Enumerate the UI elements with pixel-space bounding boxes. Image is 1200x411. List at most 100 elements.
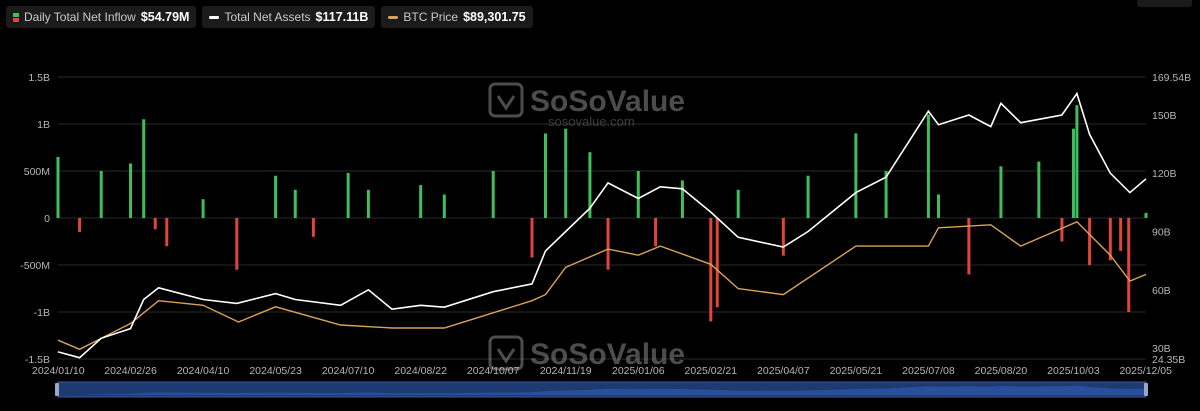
legend-item-inflow[interactable]: Daily Total Net Inflow $54.79M [6, 6, 197, 28]
inflow-bar [884, 171, 888, 218]
btc-price-line [57, 220, 1147, 351]
inflow-bar [1075, 105, 1079, 218]
x-tick: 2024/02/26 [104, 365, 157, 377]
series-lines [57, 91, 1147, 359]
legend-inflow-label: Daily Total Net Inflow [24, 10, 136, 24]
inflow-bar [165, 218, 169, 247]
inflow-bar [201, 199, 205, 218]
inflow-bar [442, 194, 446, 218]
legend-inflow-value: $54.79M [140, 10, 190, 24]
inflow-bar [153, 218, 157, 230]
legend-btc-label: BTC Price [403, 10, 459, 24]
inflow-bar [274, 175, 278, 218]
y-left-tick: 1.5B [28, 72, 50, 84]
logo-icon [488, 82, 524, 118]
inflow-bar [1127, 218, 1131, 312]
watermark-name: SoSoValue [530, 338, 685, 371]
inflow-bar [709, 218, 713, 322]
legend-item-assets[interactable]: Total Net Assets $117.11B [202, 6, 376, 28]
inflow-bar [680, 180, 684, 218]
legend-item-btc[interactable]: BTC Price $89,301.75 [381, 6, 533, 28]
inflow-bar [854, 133, 858, 218]
y-right-tick: 90B [1152, 226, 1171, 238]
inflow-bar [654, 218, 658, 247]
inflow-bar [636, 171, 640, 218]
x-tick: 2025/05/21 [830, 365, 883, 377]
y-right-tick: 169.54B [1152, 72, 1191, 84]
inflow-bar [736, 189, 740, 218]
y-left-tick: -1.5B [25, 354, 50, 366]
inflow-bar [588, 152, 592, 218]
inflow-bar [543, 133, 547, 218]
watermark-url: sosovalue.com [548, 114, 635, 129]
x-tick: 2025/07/08 [902, 365, 955, 377]
bar-swatch-icon [13, 12, 19, 22]
y-right-tick: 150B [1152, 110, 1177, 122]
y-left-tick: 500M [24, 166, 50, 178]
x-tick: 2025/04/07 [757, 365, 810, 377]
inflow-bar [99, 171, 103, 218]
x-tick: 2025/12/05 [1119, 365, 1172, 377]
inflow-bar [366, 189, 370, 218]
inflow-bar [56, 156, 60, 218]
inflow-bar [967, 218, 971, 275]
navigator-sparkline [58, 385, 1146, 395]
inflow-bar [1144, 212, 1148, 218]
gridlines [58, 76, 1146, 360]
x-tick: 2025/01/06 [612, 365, 665, 377]
inflow-bar [1108, 218, 1112, 261]
legend-assets-label: Total Net Assets [224, 10, 311, 24]
x-tick: 2025/02/21 [685, 365, 738, 377]
net-assets-line [57, 91, 1147, 359]
inflow-bar [346, 172, 350, 218]
inflow-bar [129, 163, 133, 218]
navigator-handle-left[interactable] [55, 383, 59, 396]
inflow-bar [999, 166, 1003, 218]
inflow-bar [564, 128, 568, 218]
inflow-bar [491, 171, 495, 218]
inflow-bar [142, 119, 146, 218]
inflow-bar [78, 218, 82, 233]
x-tick: 2024/05/23 [249, 365, 302, 377]
line-swatch-icon [209, 15, 220, 19]
inflow-bar [806, 175, 810, 218]
x-tick: 2024/10/07 [467, 365, 520, 377]
inflow-bar [1060, 218, 1064, 242]
inflow-bar [1088, 218, 1092, 265]
y-left-tick: 0 [44, 213, 50, 225]
inflow-bar [419, 185, 423, 218]
inflow-bar [293, 189, 297, 218]
inflow-bar [606, 218, 610, 270]
y-right-tick: 30B [1152, 343, 1171, 355]
navigator-handle-right[interactable] [1144, 383, 1148, 396]
x-tick: 2024/04/10 [177, 365, 230, 377]
x-tick: 2025/08/20 [975, 365, 1028, 377]
inflow-bar [1037, 161, 1041, 218]
x-tick: 2024/11/19 [540, 365, 592, 377]
watermark-logo: SoSoValue [488, 335, 685, 371]
legend-btc-value: $89,301.75 [463, 10, 526, 24]
y-right-tick: 120B [1152, 168, 1177, 180]
x-tick: 2025/10/03 [1047, 365, 1100, 377]
inflow-bar [926, 114, 930, 218]
legend: Daily Total Net Inflow $54.79M Total Net… [6, 6, 533, 28]
inflow-bar [1119, 218, 1123, 251]
inflow-bar [235, 218, 239, 270]
y-right-tick: 60B [1152, 285, 1171, 297]
inflow-bar [937, 194, 941, 218]
logo-icon [488, 335, 524, 371]
watermark-name: SoSoValue [530, 85, 685, 118]
inflow-bar [715, 218, 719, 308]
y-right-tick: 24.35B [1152, 354, 1185, 366]
top-right-control[interactable] [1137, 0, 1192, 7]
x-tick: 2024/01/10 [32, 365, 85, 377]
inflow-bars [56, 105, 1148, 322]
x-tick: 2024/08/22 [394, 365, 447, 377]
range-navigator [55, 381, 1148, 398]
y-left-tick: -1B [34, 307, 50, 319]
inflow-bar [1071, 128, 1075, 218]
inflow-bar [311, 218, 315, 237]
